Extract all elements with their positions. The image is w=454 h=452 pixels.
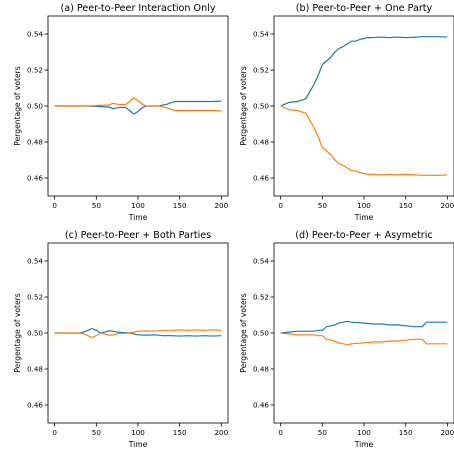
- panel-b-xticks: 0 50 100 150 200: [278, 196, 454, 210]
- panel-c-ytick-label: 0.50: [27, 329, 43, 338]
- panel-c-title: (c) Peer-to-Peer + Both Parties: [65, 230, 211, 241]
- panel-c-ytick-label: 0.54: [27, 257, 43, 266]
- panel-b-xtick-label: 150: [399, 201, 413, 210]
- panel-c-axes-frame: [47, 242, 229, 424]
- panel-a-ytick-label: 0.48: [27, 138, 43, 147]
- panel-c-ytick-label: 0.52: [27, 293, 43, 302]
- panel-d-yticks: 0.46 0.48 0.50 0.52 0.54: [253, 257, 274, 410]
- panel-d-ytick-label: 0.46: [253, 401, 269, 410]
- panel-b-xtick-label: 200: [440, 201, 454, 210]
- panel-b-series-line-2: [280, 105, 448, 176]
- panel-d-xtick-label: 100: [357, 428, 371, 437]
- panel-a-ytick-label: 0.54: [27, 30, 43, 39]
- panel-c-xtick-label: 0: [52, 428, 57, 437]
- panel-c-xlabel: Time: [128, 440, 148, 449]
- panel-a-xtick-label: 150: [173, 201, 187, 210]
- panel-d-series: [280, 320, 448, 346]
- panel-d-title: (d) Peer-to-Peer + Asymetric: [295, 230, 432, 241]
- panel-b-xlabel: Time: [354, 213, 374, 222]
- panel-b-yticks: 0.46 0.48 0.50 0.52 0.54: [253, 30, 274, 183]
- panel-a-xticks: 0 50 100 150 200: [52, 196, 229, 210]
- panel-b: (b) Peer-to-Peer + One Party 0.46 0.48 0.5…: [239, 3, 454, 222]
- panel-d: (d) Peer-to-Peer + Asymetric 0.46 0.48 0.5…: [239, 230, 454, 449]
- panel-b-ytick-label: 0.52: [253, 66, 269, 75]
- panel-b-series: [280, 36, 448, 176]
- panel-c-series: [54, 327, 222, 339]
- panel-b-ylabel: Pergentage of voters: [239, 66, 248, 145]
- panel-c-xticks: 0 50 100 150 200: [52, 423, 229, 437]
- panel-b-xtick-label: 100: [357, 201, 371, 210]
- panel-b-title: (b) Peer-to-Peer + One Party: [296, 3, 433, 14]
- panel-a-xtick-label: 100: [131, 201, 145, 210]
- panel-d-axes-frame: [273, 242, 454, 424]
- panel-d-xtick-label: 0: [278, 428, 283, 437]
- panel-b-ytick-label: 0.46: [253, 174, 269, 183]
- panel-b-ytick-label: 0.54: [253, 30, 269, 39]
- panel-b-ytick-label: 0.50: [253, 102, 269, 111]
- panel-c-ytick-label: 0.48: [27, 365, 43, 374]
- panel-d-xlabel: Time: [354, 440, 374, 449]
- panel-a: (a) Peer-to-Peer Interaction Only 0.460.…: [13, 3, 229, 222]
- panel-a-series: [54, 97, 222, 115]
- panel-d-xtick-label: 200: [440, 428, 454, 437]
- panel-a-ytick-label: 0.52: [27, 66, 43, 75]
- panel-d-xtick-label: 150: [399, 428, 413, 437]
- panel-b-axes-frame: [273, 15, 454, 197]
- panel-c-xtick-label: 100: [131, 428, 145, 437]
- panel-b-xtick-label: 50: [318, 201, 328, 210]
- panel-c-yticks: 0.46 0.48 0.50 0.52 0.54: [27, 257, 48, 410]
- panel-d-series-line-1: [280, 320, 448, 334]
- panel-d-ytick-label: 0.48: [253, 365, 269, 374]
- panel-a-xtick-label: 50: [92, 201, 102, 210]
- panel-c-xtick-label: 50: [92, 428, 102, 437]
- panel-b-xtick-label: 0: [278, 201, 283, 210]
- panel-c: (c) Peer-to-Peer + Both Parties 0.46 0.48…: [13, 230, 229, 449]
- panel-d-xtick-label: 50: [318, 428, 328, 437]
- panel-a-ytick-label: 0.50: [27, 102, 43, 111]
- panel-b-ytick-label: 0.48: [253, 138, 269, 147]
- panel-a-xlabel: Time: [128, 213, 148, 222]
- panel-c-ytick-label: 0.46: [27, 401, 43, 410]
- panel-d-ytick-label: 0.52: [253, 293, 269, 302]
- panel-c-series-line-1: [54, 327, 222, 337]
- panel-c-xtick-label: 200: [214, 428, 228, 437]
- panel-b-series-line-1: [280, 36, 448, 107]
- panel-a-xtick-label: 0: [52, 201, 57, 210]
- panel-a-yticks: 0.46 0.48 0.50 0.52 0.54: [27, 30, 48, 183]
- panel-d-ytick-label: 0.54: [253, 257, 269, 266]
- panel-d-series-line-2: [280, 332, 448, 346]
- panel-a-xtick-label: 200: [214, 201, 228, 210]
- panel-c-xtick-label: 150: [173, 428, 187, 437]
- panel-a-ylabel: Pergentage of voters: [13, 66, 22, 145]
- panel-d-ylabel: Pergentage of voters: [239, 293, 248, 372]
- panel-a-axes-frame: [47, 15, 229, 197]
- panel-a-title: (a) Peer-to-Peer Interaction Only: [60, 3, 215, 14]
- panel-c-series-line-2: [54, 329, 222, 339]
- panel-c-ylabel: Pergentage of voters: [13, 293, 22, 372]
- panel-a-ytick-label: 0.46: [27, 174, 43, 183]
- panel-d-xticks: 0 50 100 150 200: [278, 423, 454, 437]
- panel-d-ytick-label: 0.50: [253, 329, 269, 338]
- panel-a-series-line-2: [54, 97, 222, 112]
- panel-a-series-line-1: [54, 100, 222, 115]
